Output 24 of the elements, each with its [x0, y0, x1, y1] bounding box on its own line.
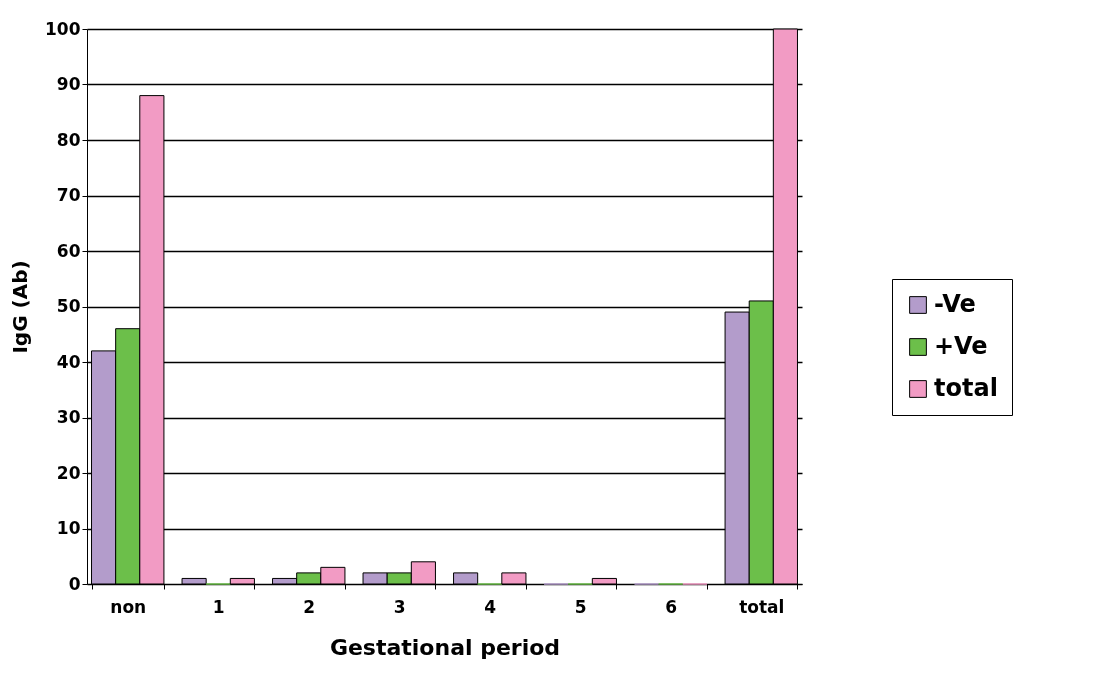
y-tick-label: 50	[56, 296, 81, 316]
y-tick-label: 80	[56, 129, 81, 150]
x-tick-label: 6	[665, 596, 678, 617]
x-tick-label: 4	[484, 596, 497, 617]
x-axis-title: Gestational period	[329, 634, 561, 660]
x-tick-label: 3	[393, 596, 406, 617]
y-tick-label: 100	[45, 18, 81, 39]
y-tick-label: 30	[56, 407, 81, 427]
y-tick-label: 60	[56, 240, 81, 261]
x-tick-label: 1	[212, 596, 225, 617]
x-tick-label: 5	[574, 596, 587, 617]
legend-label: total	[934, 374, 998, 402]
y-tick-label: 70	[56, 185, 81, 205]
y-tick-label: 10	[56, 518, 81, 538]
x-tick-label: non	[110, 596, 147, 617]
y-tick-label: 0	[68, 573, 81, 594]
x-tick-label: total	[739, 596, 785, 617]
y-tick-label: 40	[56, 351, 81, 372]
y-tick-label: 90	[56, 74, 81, 94]
legend-label: +Ve	[934, 332, 988, 360]
y-tick-label: 20	[56, 462, 81, 483]
legend-label: -Ve	[934, 290, 976, 318]
x-tick-label: 2	[303, 596, 316, 617]
y-axis-title: IgG (Ab)	[8, 260, 33, 354]
